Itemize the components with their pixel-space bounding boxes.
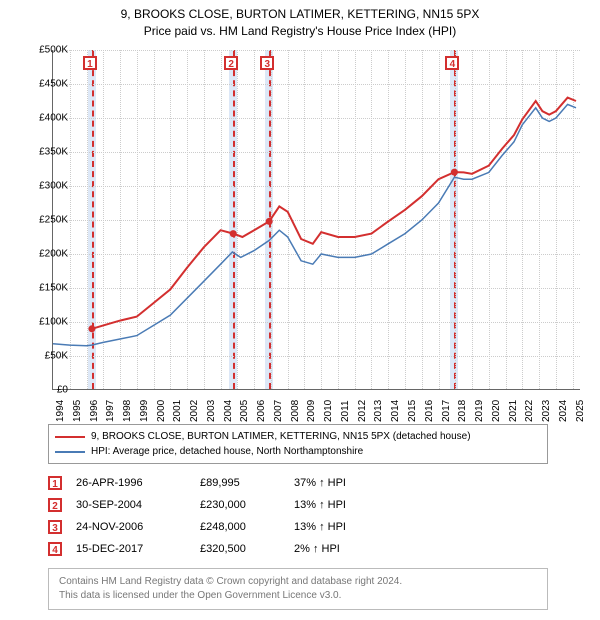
x-axis-tick: 2022 <box>524 400 535 422</box>
sales-row-price: £320,500 <box>200 543 280 555</box>
x-axis-tick: 2025 <box>575 400 586 422</box>
x-axis-tick: 2020 <box>491 400 502 422</box>
y-axis-tick: £250K <box>24 215 68 226</box>
sale-marker: 4 <box>445 56 459 70</box>
legend: 9, BROOKS CLOSE, BURTON LATIMER, KETTERI… <box>48 424 548 464</box>
y-axis-tick: £100K <box>24 317 68 328</box>
legend-label-hpi: HPI: Average price, detached house, Nort… <box>91 444 363 459</box>
x-axis-tick: 2003 <box>206 400 217 422</box>
y-axis-tick: £450K <box>24 79 68 90</box>
x-axis-tick: 2012 <box>357 400 368 422</box>
x-axis-tick: 1998 <box>122 400 133 422</box>
legend-row-hpi: HPI: Average price, detached house, Nort… <box>55 444 541 459</box>
x-axis-tick: 2005 <box>239 400 250 422</box>
sale-marker: 1 <box>83 56 97 70</box>
title-line-2: Price paid vs. HM Land Registry's House … <box>0 23 600 40</box>
x-axis-tick: 2001 <box>172 400 183 422</box>
x-axis-tick: 2017 <box>441 400 452 422</box>
y-axis-tick: £0 <box>24 385 68 396</box>
x-axis-tick: 2009 <box>306 400 317 422</box>
y-axis-tick: £500K <box>24 45 68 56</box>
sales-row-marker: 4 <box>48 542 62 556</box>
sale-point <box>88 325 95 332</box>
x-axis-tick: 2015 <box>407 400 418 422</box>
x-axis-tick: 2000 <box>156 400 167 422</box>
x-axis-tick: 2002 <box>189 400 200 422</box>
x-axis-tick: 2010 <box>323 400 334 422</box>
sales-row-date: 26-APR-1996 <box>76 477 186 489</box>
sales-row-date: 30-SEP-2004 <box>76 499 186 511</box>
y-axis-tick: £350K <box>24 147 68 158</box>
x-axis-tick: 2004 <box>223 400 234 422</box>
x-axis-tick: 1996 <box>89 400 100 422</box>
x-axis-tick: 1994 <box>55 400 66 422</box>
x-axis-tick: 2008 <box>290 400 301 422</box>
x-axis-tick: 2018 <box>457 400 468 422</box>
legend-label-property: 9, BROOKS CLOSE, BURTON LATIMER, KETTERI… <box>91 429 471 444</box>
y-axis-tick: £50K <box>24 351 68 362</box>
chart-container: 9, BROOKS CLOSE, BURTON LATIMER, KETTERI… <box>0 0 600 620</box>
sales-row-marker: 2 <box>48 498 62 512</box>
sale-point <box>266 218 273 225</box>
chart-svg <box>53 50 580 389</box>
series-property <box>92 98 576 329</box>
sales-row-marker: 3 <box>48 520 62 534</box>
sales-row-price: £248,000 <box>200 521 280 533</box>
x-axis-tick: 1999 <box>139 400 150 422</box>
legend-swatch-hpi <box>55 451 85 453</box>
sales-table-row: 3 24-NOV-2006 £248,000 13% ↑ HPI <box>48 516 548 538</box>
x-axis-tick: 1997 <box>105 400 116 422</box>
sales-row-price: £89,995 <box>200 477 280 489</box>
x-axis-tick: 2024 <box>558 400 569 422</box>
x-axis-tick: 2013 <box>373 400 384 422</box>
footer-line-1: Contains HM Land Registry data © Crown c… <box>59 575 537 589</box>
sale-point <box>451 169 458 176</box>
x-axis-tick: 2019 <box>474 400 485 422</box>
sales-table-row: 4 15-DEC-2017 £320,500 2% ↑ HPI <box>48 538 548 560</box>
sale-point <box>230 230 237 237</box>
sales-row-pct: 13% ↑ HPI <box>294 521 414 533</box>
sale-marker: 2 <box>224 56 238 70</box>
x-axis-tick: 2011 <box>340 400 351 422</box>
sales-row-price: £230,000 <box>200 499 280 511</box>
sales-table-row: 1 26-APR-1996 £89,995 37% ↑ HPI <box>48 472 548 494</box>
chart-plot-area <box>52 50 580 390</box>
sales-table-row: 2 30-SEP-2004 £230,000 13% ↑ HPI <box>48 494 548 516</box>
sales-row-pct: 2% ↑ HPI <box>294 543 414 555</box>
x-axis-tick: 2014 <box>390 400 401 422</box>
title-block: 9, BROOKS CLOSE, BURTON LATIMER, KETTERI… <box>0 0 600 40</box>
sales-row-date: 15-DEC-2017 <box>76 543 186 555</box>
footer-attribution: Contains HM Land Registry data © Crown c… <box>48 568 548 610</box>
y-axis-tick: £400K <box>24 113 68 124</box>
x-axis-tick: 2006 <box>256 400 267 422</box>
sales-row-date: 24-NOV-2006 <box>76 521 186 533</box>
y-axis-tick: £150K <box>24 283 68 294</box>
x-axis-tick: 2023 <box>541 400 552 422</box>
legend-swatch-property <box>55 436 85 438</box>
series-hpi <box>53 104 576 345</box>
sales-table: 1 26-APR-1996 £89,995 37% ↑ HPI 2 30-SEP-2004… <box>48 472 548 560</box>
y-axis-tick: £300K <box>24 181 68 192</box>
footer-line-2: This data is licensed under the Open Gov… <box>59 589 537 603</box>
sales-row-pct: 13% ↑ HPI <box>294 499 414 511</box>
y-axis-tick: £200K <box>24 249 68 260</box>
title-line-1: 9, BROOKS CLOSE, BURTON LATIMER, KETTERI… <box>0 6 600 23</box>
sale-marker: 3 <box>260 56 274 70</box>
x-axis-tick: 1995 <box>72 400 83 422</box>
legend-row-property: 9, BROOKS CLOSE, BURTON LATIMER, KETTERI… <box>55 429 541 444</box>
x-axis-tick: 2007 <box>273 400 284 422</box>
x-axis-tick: 2021 <box>508 400 519 422</box>
sales-row-pct: 37% ↑ HPI <box>294 477 414 489</box>
x-axis-tick: 2016 <box>424 400 435 422</box>
sales-row-marker: 1 <box>48 476 62 490</box>
